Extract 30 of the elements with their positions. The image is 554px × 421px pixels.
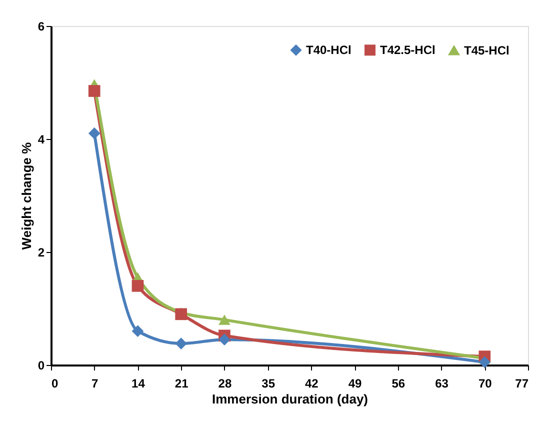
point: [218, 334, 230, 346]
x-axis-title: Immersion duration (day): [212, 392, 368, 406]
x-tick-label: 42: [305, 376, 319, 390]
y-axis-title: Weight change %: [18, 142, 34, 250]
y-tick-label: 6: [38, 20, 45, 34]
x-tick-label: 56: [392, 376, 406, 390]
x-tick-label: 35: [262, 376, 276, 390]
point: [478, 356, 491, 368]
legend-label: T40-HCl: [306, 43, 352, 58]
point: [175, 308, 188, 320]
x-tick-label: 49: [348, 376, 362, 390]
legend-label: T42.5-HCl: [380, 43, 436, 58]
point: [88, 127, 100, 140]
x-tick-label: 28: [218, 376, 232, 390]
x-tick-label: 21: [174, 376, 189, 390]
point: [175, 338, 188, 350]
legend-label: T45-HCl: [464, 43, 510, 58]
y-tick-label: 2: [38, 246, 45, 260]
point: [88, 85, 100, 97]
y-tick-label: 0: [38, 358, 45, 372]
x-tick-label: 7: [92, 376, 99, 390]
x-tick-label: 63: [435, 376, 449, 390]
point: [132, 325, 144, 338]
point: [218, 314, 230, 325]
point: [132, 280, 144, 292]
x-tick-label: 0: [52, 376, 58, 390]
x-tick-label: 77: [515, 376, 529, 390]
x-tick-label: 70: [478, 376, 492, 390]
y-tick-label: 4: [38, 132, 45, 146]
x-tick-label: 14: [132, 376, 146, 390]
